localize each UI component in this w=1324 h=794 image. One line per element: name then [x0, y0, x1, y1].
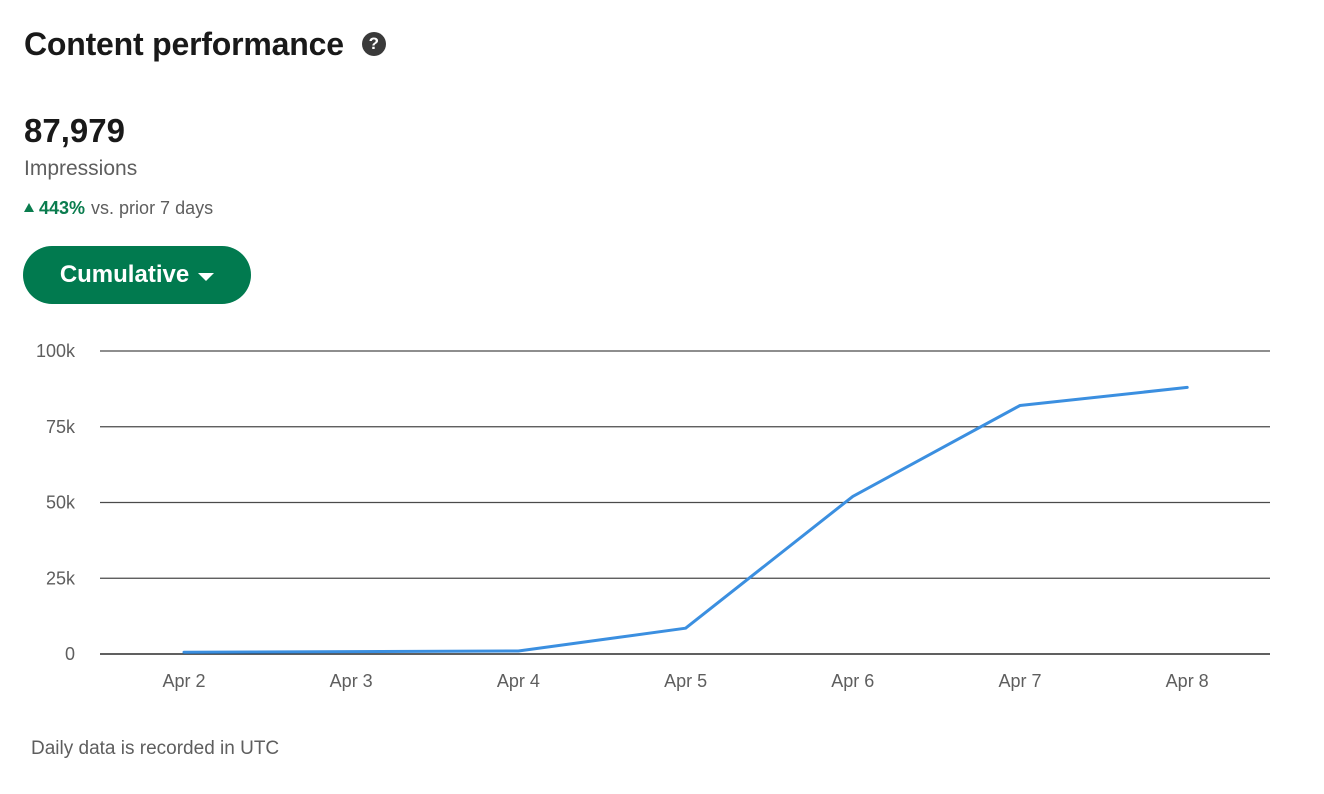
caret-down-icon: [198, 272, 215, 281]
y-tick-label: 25k: [46, 568, 76, 588]
chart-series: [182, 385, 1189, 654]
change-percentage: 443%: [39, 198, 86, 218]
impressions-label: Impressions: [24, 157, 138, 180]
x-tick-label: Apr 5: [664, 671, 707, 691]
impressions-value: 87,979: [24, 112, 125, 149]
y-tick-label: 0: [65, 644, 75, 664]
dropdown-label: Cumulative: [59, 261, 190, 288]
x-axis-tick-labels: Apr 2 Apr 3 Apr 4 Apr 5 Apr 6 Apr 7 Apr 8: [162, 671, 1208, 691]
cumulative-dropdown-button[interactable]: Cumulative: [23, 246, 251, 304]
y-tick-label: 50k: [46, 493, 76, 513]
impressions-series-line: [182, 385, 1189, 654]
chart-header: Content performance ?: [24, 24, 386, 64]
x-tick-label: Apr 8: [1166, 671, 1209, 691]
change-indicator: 443% vs. prior 7 days: [24, 196, 213, 220]
question-circle-icon[interactable]: ?: [361, 32, 386, 56]
page-title: Content performance: [24, 26, 344, 62]
footnote: Daily data is recorded in UTC: [31, 738, 280, 759]
chart-gridlines: [100, 350, 1270, 655]
x-tick-label: Apr 3: [330, 671, 373, 691]
y-tick-label: 75k: [46, 417, 76, 437]
x-tick-label: Apr 6: [831, 671, 874, 691]
x-tick-label: Apr 7: [998, 671, 1041, 691]
x-tick-label: Apr 2: [162, 671, 205, 691]
triangle-up-icon: [24, 202, 34, 212]
impressions-line-chart: 0 25k 50k 75k 100k Apr 2 Apr 3 Apr 4 Apr 5 Apr 6…: [36, 341, 1270, 691]
change-comparison-text: vs. prior 7 days: [91, 198, 214, 218]
x-tick-label: Apr 4: [497, 671, 540, 691]
y-tick-label: 100k: [36, 341, 76, 361]
y-axis-tick-labels: 0 25k 50k 75k 100k: [36, 341, 76, 664]
